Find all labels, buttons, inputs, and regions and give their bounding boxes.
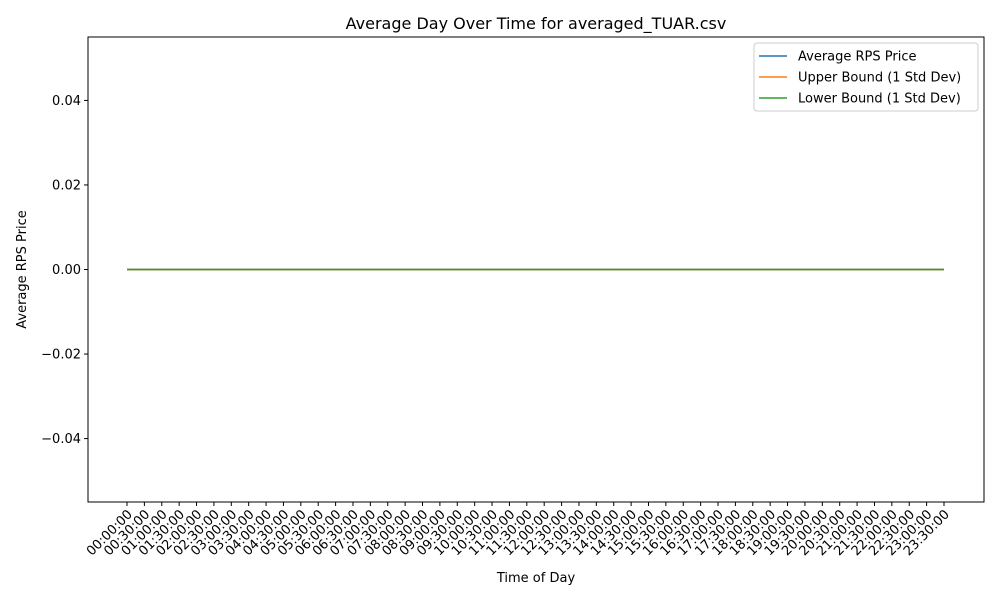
chart-title: Average Day Over Time for averaged_TUAR.… (346, 14, 727, 34)
legend: Average RPS Price Upper Bound (1 Std Dev)… (753, 42, 979, 112)
y-tick-label: 0.04 (52, 94, 81, 109)
y-axis-label: Average RPS Price (15, 210, 30, 329)
y-tick-label: 0.02 (52, 178, 81, 193)
legend-label: Upper Bound (1 Std Dev) (798, 71, 961, 86)
legend-box (753, 42, 979, 112)
y-tick-label: −0.04 (41, 432, 81, 447)
x-axis-ticks: 00:00:0000:30:0001:00:0001:30:0002:00:00… (84, 502, 953, 559)
legend-label: Average RPS Price (798, 50, 917, 65)
x-axis-label: Time of Day (496, 571, 576, 586)
y-tick-label: 0.00 (52, 263, 81, 278)
legend-label: Lower Bound (1 Std Dev) (798, 92, 961, 107)
y-axis-ticks: −0.04 −0.02 0.00 0.02 0.04 (41, 94, 88, 447)
y-tick-label: −0.02 (41, 348, 81, 363)
